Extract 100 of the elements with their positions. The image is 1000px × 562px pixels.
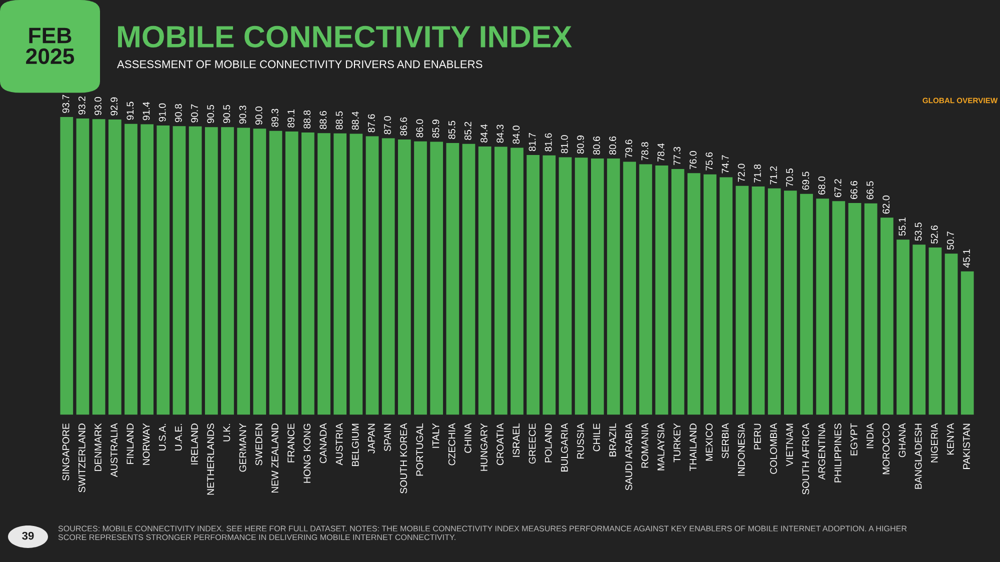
data-label: 89.3 <box>271 108 278 127</box>
bar <box>960 271 974 415</box>
x-tick-label: SAUDI ARABIA <box>625 423 632 490</box>
x-tick-label: CROATIA <box>496 423 504 466</box>
data-label: 90.3 <box>239 106 246 124</box>
bar <box>366 136 379 415</box>
data-label: 81.6 <box>544 133 552 152</box>
data-label: 91.4 <box>142 102 150 120</box>
bar <box>526 155 540 415</box>
x-tick-label: SWITZERLAND <box>78 424 86 492</box>
x-tick-label: SINGAPORE <box>62 424 70 480</box>
x-tick-label: JAPAN <box>368 424 375 454</box>
bar <box>350 134 363 415</box>
x-tick-label: NIGERIA <box>930 423 938 462</box>
data-label: 81.0 <box>560 135 568 154</box>
data-label: 71.8 <box>754 164 761 182</box>
bar <box>944 254 958 415</box>
data-label: 66.6 <box>850 180 858 199</box>
bar <box>446 142 460 415</box>
x-tick-label: SOUTH KOREA <box>400 423 408 494</box>
x-tick-label: BULGARIA <box>560 423 568 472</box>
bar <box>124 124 138 415</box>
data-label: 90.5 <box>207 104 214 124</box>
x-tick-label: BELGIUM <box>352 424 359 466</box>
data-label: 50.7 <box>946 232 954 250</box>
bar <box>414 141 427 415</box>
bar <box>864 203 878 415</box>
bar <box>108 119 122 415</box>
bar <box>704 174 716 415</box>
data-label: 80.6 <box>609 136 616 155</box>
bar <box>848 203 862 415</box>
bar <box>510 148 524 415</box>
bar <box>398 139 411 415</box>
data-label: 78.8 <box>641 142 648 160</box>
x-tick-label: PHILIPPINES <box>834 424 842 482</box>
x-tick-label: BANGLADESH <box>914 424 922 489</box>
x-tick-label: NORWAY <box>142 423 150 465</box>
x-tick-label: TURKEY <box>674 423 680 462</box>
text: FEB 2025 <box>26 28 74 64</box>
data-label: 55.1 <box>898 218 906 236</box>
x-tick-label: HONG KONG <box>304 424 311 483</box>
data-label: 80.6 <box>593 136 600 155</box>
x-tick-label: NETHERLANDS <box>207 424 214 495</box>
bar <box>188 126 202 415</box>
bar <box>430 142 444 415</box>
data-label: 89.1 <box>288 109 294 128</box>
data-label: 84.3 <box>496 124 504 143</box>
data-label: 90.0 <box>255 106 262 125</box>
x-tick-label: DENMARK <box>94 423 102 471</box>
text: 39 <box>22 532 34 540</box>
x-tick-label: ITALY <box>432 423 440 448</box>
data-label: 72.0 <box>738 164 745 182</box>
bar <box>687 173 700 415</box>
data-label: 90.8 <box>174 104 182 122</box>
bar <box>880 218 894 415</box>
x-tick-label: AUSTRIA <box>336 423 343 466</box>
bar <box>382 138 395 415</box>
bar <box>816 198 830 415</box>
bar <box>301 132 314 415</box>
x-tick-label: CHINA <box>464 423 472 453</box>
x-tick-label: POLAND <box>544 424 552 462</box>
x-tick-label: GREECE <box>528 424 536 464</box>
x-tick-label: MALAYSIA <box>657 423 664 470</box>
x-tick-label: INDIA <box>866 423 874 448</box>
data-label: 71.2 <box>770 166 777 184</box>
x-tick-label: EGYPT <box>850 423 858 456</box>
bar <box>558 157 572 415</box>
data-label: 91.5 <box>126 102 134 120</box>
bar <box>204 127 218 415</box>
data-label: 52.6 <box>930 225 938 244</box>
data-label: 70.5 <box>786 168 794 187</box>
x-tick-label: ARGENTINA <box>818 423 826 480</box>
chart-subtitle: ASSESSMENT OF MOBILE CONNECTIVITY DRIVERS AND ENABLERS <box>117 60 482 68</box>
x-tick-label: SOUTH AFRICA <box>802 423 810 494</box>
bar <box>334 133 347 415</box>
data-label: 85.9 <box>432 120 440 138</box>
data-label: 85.2 <box>464 122 472 140</box>
data-label: 79.6 <box>625 140 632 158</box>
data-label: 88.6 <box>320 111 327 130</box>
bar <box>269 130 282 415</box>
data-label: 88.4 <box>352 112 359 130</box>
bar <box>285 132 298 415</box>
data-label: 88.5 <box>336 111 343 130</box>
data-label: 92.9 <box>110 97 118 116</box>
bar <box>671 169 684 415</box>
bar <box>76 118 90 415</box>
x-tick-label: NEW ZEALAND <box>272 424 278 493</box>
data-label: 87.0 <box>384 116 391 134</box>
x-tick-label: BRAZIL <box>609 423 616 456</box>
data-label: 90.5 <box>223 104 230 124</box>
x-tick-label: RUSSIA <box>577 423 584 458</box>
bar <box>237 128 250 415</box>
data-label: 66.5 <box>866 181 874 200</box>
bar <box>221 127 234 415</box>
x-tick-label: MOROCCO <box>882 424 890 474</box>
source-note: SOURCES: MOBILE CONNECTIVITY INDEX. SEE HERE FOR FULL DATASET. NOTES: THE MOBILE CONNECTIVITY INDEX MEASURES PERFORMANCE AGAINST KEY ENABLERS OF MOBILE INTERNET ADOPTION. A HIGHER SCORE REPRESENTS STRONGER PERFORMANCE IN DELIVERING MOBILE INTERNET CONNECTIVITY. <box>58 526 907 540</box>
data-label: 76.0 <box>690 151 697 170</box>
x-tick-label: U.S.A. <box>158 424 166 450</box>
data-label: 86.6 <box>400 117 408 136</box>
data-label: 91.0 <box>158 103 166 122</box>
